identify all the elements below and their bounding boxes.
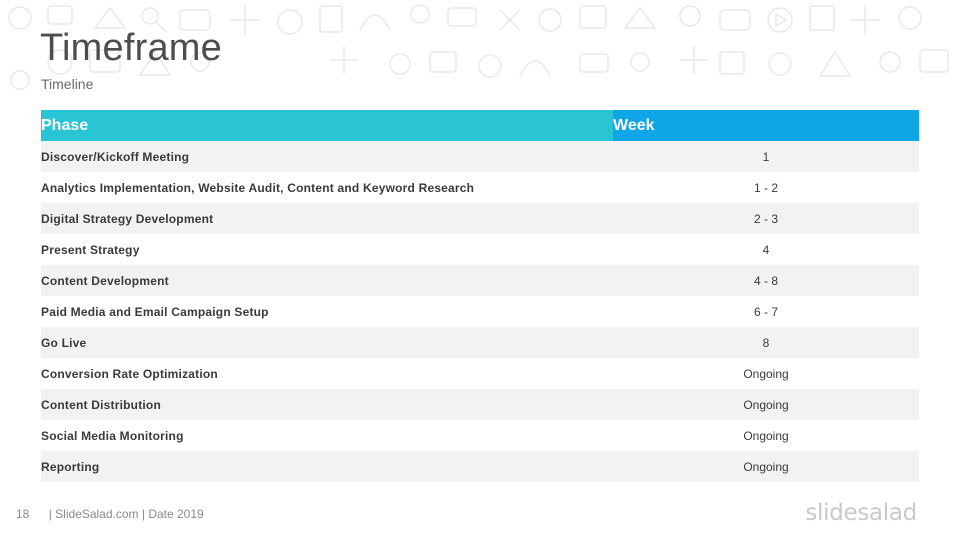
week-cell: 6 - 7 [613,296,919,327]
table-row: Analytics Implementation, Website Audit,… [41,172,919,203]
table-row: Social Media Monitoring Ongoing [41,420,919,451]
footer-text: | SlideSalad.com | Date 2019 [48,507,204,521]
table-row: Discover/Kickoff Meeting 1 [41,141,919,172]
week-cell: 2 - 3 [613,203,919,234]
phase-column-header: Phase [41,110,613,141]
table-row: Conversion Rate Optimization Ongoing [41,358,919,389]
slide-footer: 18 | SlideSalad.com | Date 2019 [16,507,204,521]
table-row: Present Strategy 4 [41,234,919,265]
phase-cell: Conversion Rate Optimization [41,358,613,389]
table-row: Content Distribution Ongoing [41,389,919,420]
page-number: 18 [16,507,30,521]
table-row: Go Live 8 [41,327,919,358]
week-cell: Ongoing [613,451,919,482]
slidesalad-logo: slidesalad [805,500,917,526]
phase-cell: Content Distribution [41,389,613,420]
table-row: Digital Strategy Development 2 - 3 [41,203,919,234]
slide-subtitle: Timeline [41,76,94,92]
week-cell: 4 [613,234,919,265]
week-cell: 8 [613,327,919,358]
background-icon-pattern [0,0,960,100]
phase-cell: Paid Media and Email Campaign Setup [41,296,613,327]
table-header-row: Phase Week [41,110,919,141]
table-row: Reporting Ongoing [41,451,919,482]
timeline-table: Phase Week Discover/Kickoff Meeting 1 An… [41,110,919,482]
week-cell: 1 [613,141,919,172]
phase-cell: Discover/Kickoff Meeting [41,141,613,172]
phase-cell: Present Strategy [41,234,613,265]
week-cell: Ongoing [613,358,919,389]
phase-cell: Digital Strategy Development [41,203,613,234]
slide-title: Timeframe [40,27,222,69]
week-cell: 1 - 2 [613,172,919,203]
phase-cell: Go Live [41,327,613,358]
week-cell: Ongoing [613,389,919,420]
week-cell: 4 - 8 [613,265,919,296]
week-column-header: Week [613,110,919,141]
phase-cell: Content Development [41,265,613,296]
phase-cell: Reporting [41,451,613,482]
phase-cell: Analytics Implementation, Website Audit,… [41,172,613,203]
phase-cell: Social Media Monitoring [41,420,613,451]
table-row: Content Development 4 - 8 [41,265,919,296]
table-row: Paid Media and Email Campaign Setup 6 - … [41,296,919,327]
week-cell: Ongoing [613,420,919,451]
